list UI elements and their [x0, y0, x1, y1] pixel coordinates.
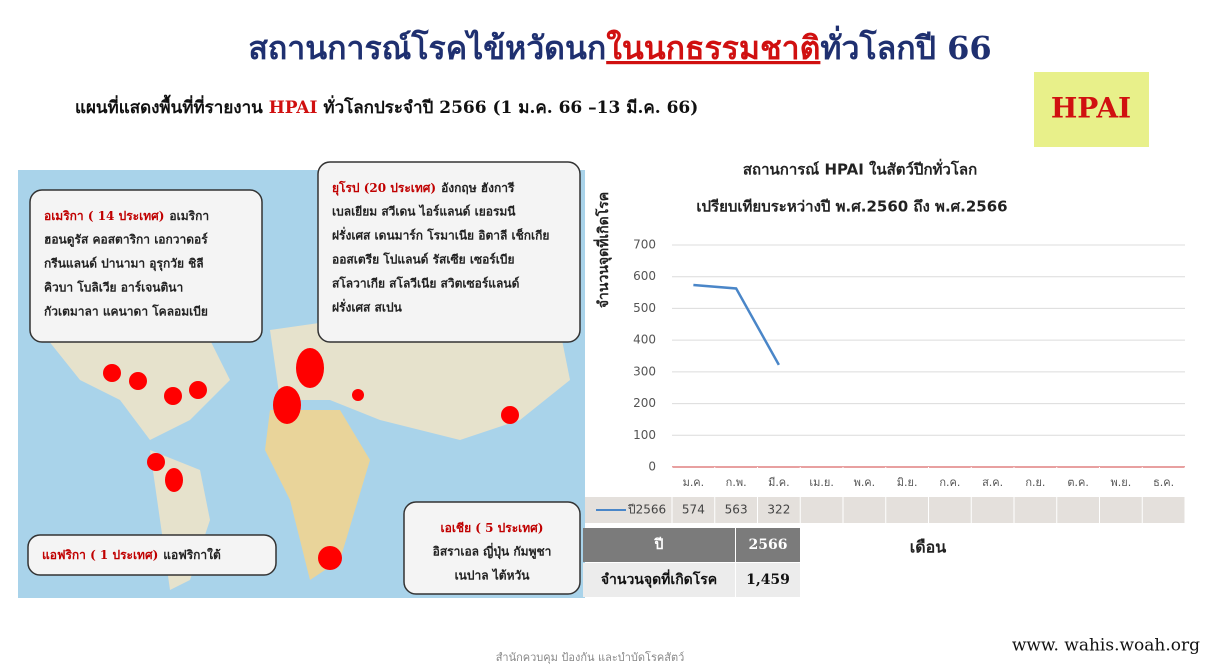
- land: [270, 320, 570, 440]
- outbreak-dot: [103, 364, 121, 382]
- subtitle-part: ทั่วโลกประจำปี 2566 (1 ม.ค. 66 –13 มี.ค.…: [317, 95, 698, 118]
- y-tick-label: 100: [633, 428, 656, 442]
- outbreak-dot: [501, 406, 519, 424]
- title-part: ทั่วโลกปี 66: [820, 25, 991, 67]
- x-tick-label: ม.ค.: [683, 476, 705, 489]
- callout-heading: เอเชีย ( 5 ประเทศ): [441, 521, 544, 535]
- callout-line: อเมริกา ( 14 ประเทศ) อเมริกา: [44, 209, 209, 223]
- y-tick-label: 300: [633, 364, 656, 378]
- badge: [1034, 72, 1149, 147]
- callout-line: แอฟริกา ( 1 ประเทศ) แอฟริกาใต้: [42, 547, 221, 562]
- badge-text: HPAI: [1051, 92, 1131, 125]
- callout-line: ฝรั่งเศส เดนมาร์ก โรมาเนีย อิตาลี เช็กเก…: [332, 227, 549, 243]
- table-header-cell: [583, 528, 735, 562]
- outbreak-dot: [129, 372, 147, 390]
- data-table-bg: [585, 497, 1185, 523]
- table-cell-text: 1,459: [746, 572, 790, 588]
- x-tick-label: ธ.ค.: [1153, 476, 1174, 489]
- outbreak-dot: [164, 387, 182, 405]
- summary-table: ปี 2566 จำนวนจุดที่เกิดโรค 1,459: [583, 528, 800, 597]
- title-highlight: ในนกธรรมชาติ: [606, 29, 820, 67]
- callout-text: อังกฤษ ฮังการี: [441, 181, 515, 195]
- chart: สถานการณ์ HPAI ในสัตว์ปีกทั่วโลกเปรียบเท…: [585, 159, 1186, 557]
- outbreak-dot: [189, 381, 207, 399]
- callout-box: [27, 534, 277, 576]
- y-tick-label: 600: [633, 269, 656, 283]
- office: สำนักควบคุม ป้องกัน และบำบัดโรคสัตว์: [496, 650, 685, 664]
- callout-heading: ยุโรป (20 ประเทศ): [332, 180, 436, 196]
- callout-heading: อเมริกา ( 14 ประเทศ): [44, 209, 164, 223]
- callout-line: กัวเตมาลา แคนาดา โคลอมเบีย: [44, 304, 208, 319]
- x-tick-label: ส.ค.: [982, 476, 1003, 489]
- y-tick-label: 700: [633, 238, 656, 252]
- callout-line: เอเชีย ( 5 ประเทศ): [441, 521, 544, 535]
- x-tick-label: ต.ค.: [1067, 476, 1089, 489]
- line-series: [693, 283, 780, 366]
- callout-line: ยุโรป (20 ประเทศ) อังกฤษ ฮังการี: [332, 180, 515, 196]
- x-tick-label: มี.ค.: [768, 476, 790, 489]
- callout-line: สโลวาเกีย สโลวีเนีย สวิตเซอร์แลนด์: [332, 276, 520, 291]
- title-part: สถานการณ์โรคไข้หวัดนก: [248, 29, 606, 67]
- callout-box: [29, 189, 263, 343]
- subtitle-highlight: HPAI: [269, 98, 318, 118]
- outbreak-dot: [273, 386, 301, 424]
- callout-text: แอฟริกาใต้: [163, 547, 221, 562]
- data-table-value: 574: [682, 503, 705, 517]
- x-tick-label: ก.พ.: [726, 476, 747, 489]
- outbreak-dot: [296, 348, 324, 388]
- callout-line: กรีนแลนด์ ปานามา อุรุกวัย ชิลี: [44, 257, 204, 272]
- callout-line: ฮอนดูรัส คอสตาริกา เอกวาดอร์: [44, 233, 208, 248]
- table-header: ปี: [653, 537, 663, 553]
- y-tick-label: 400: [633, 333, 656, 347]
- table-cell-text: จำนวนจุดที่เกิดโรค: [601, 569, 717, 588]
- x-tick-label: มิ.ย.: [897, 476, 918, 489]
- chart-title: สถานการณ์ HPAI ในสัตว์ปีกทั่วโลก: [743, 159, 977, 179]
- callout-line: คิวบา โบลิเวีย อาร์เจนตินา: [44, 280, 183, 295]
- callout-text: อเมริกา: [169, 209, 209, 223]
- x-tick-label: พ.ย.: [1111, 476, 1132, 489]
- table-header: 2566: [749, 537, 788, 553]
- callout-line: เนปาล ไต้หวัน: [455, 568, 531, 583]
- x-tick-label: ก.ย.: [1025, 476, 1045, 489]
- y-tick-label: 500: [633, 301, 656, 315]
- source: www. wahis.woah.org: [1012, 636, 1200, 656]
- outbreak-dot: [165, 468, 183, 492]
- callout-line: ออสเตรีย โปแลนด์ รัสเซีย เซอร์เบีย: [332, 252, 514, 267]
- x-axis-label: เดือน: [910, 538, 946, 557]
- legend-label: ปี2566: [627, 503, 666, 517]
- y-tick-label: 0: [648, 460, 656, 474]
- x-tick-label: พ.ค.: [854, 476, 876, 489]
- outbreak-dot: [147, 453, 165, 471]
- outbreak-dot: [318, 546, 342, 570]
- subtitle-part: แผนที่แสดงพื้นที่ที่รายงาน: [75, 94, 269, 118]
- slide-subtitle: แผนที่แสดงพื้นที่ที่รายงาน HPAI ทั่วโลกป…: [75, 94, 698, 118]
- callout-line: อิสราเอล ญี่ปุ่น กัมพูชา: [433, 543, 552, 560]
- slide-title: สถานการณ์โรคไข้หวัดนกในนกธรรมชาติทั่วโลก…: [248, 25, 991, 67]
- x-tick-label: ก.ค.: [939, 476, 960, 489]
- callout-heading: แอฟริกา ( 1 ประเทศ): [42, 548, 158, 562]
- data-table-value: 322: [767, 503, 790, 517]
- callout-line: ฝรั่งเศส สเปน: [332, 299, 403, 315]
- x-tick-label: เม.ย.: [809, 476, 833, 489]
- callout-box: [403, 501, 581, 595]
- data-table-value: 563: [725, 503, 748, 517]
- table-header-cell: [736, 528, 800, 562]
- table-cell: [736, 563, 800, 597]
- chart-subtitle: เปรียบเทียบระหว่างปี พ.ศ.2560 ถึง พ.ศ.25…: [696, 198, 1007, 216]
- y-axis-label: จำนวนจุดที่เกิดโรค: [593, 192, 612, 308]
- table-cell: [583, 563, 735, 597]
- callout-box: [317, 161, 581, 343]
- outbreak-dot: [352, 389, 364, 401]
- land: [265, 410, 370, 580]
- callout-line: เบลเยียม สวีเดน ไอร์แลนด์ เยอรมนี: [332, 204, 516, 219]
- y-tick-label: 200: [633, 396, 656, 410]
